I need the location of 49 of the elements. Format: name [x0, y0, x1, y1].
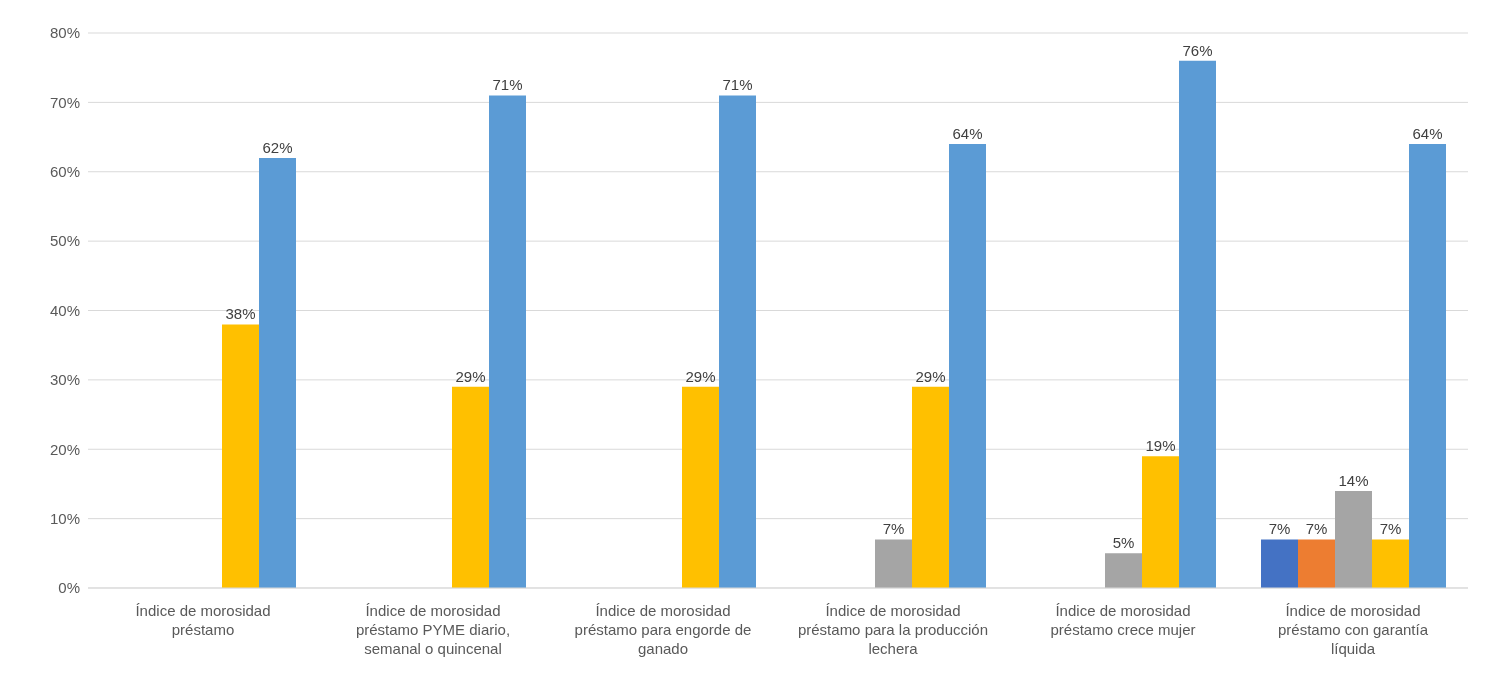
x-tick-label: Índice de morosidad préstamo para engorde de ganado	[574, 602, 752, 657]
data-label: 29%	[915, 367, 946, 385]
y-tick-label: 0%	[58, 579, 80, 597]
bar	[452, 386, 489, 588]
y-tick-label: 70%	[49, 93, 80, 111]
data-label: 64%	[952, 125, 983, 142]
y-tick-label: 80%	[49, 24, 80, 42]
y-tick-label: 20%	[49, 440, 80, 458]
y-tick-label: 60%	[49, 163, 80, 181]
bar	[1142, 456, 1179, 588]
x-tick-label: Índice de morosidad préstamo PYME diario, semanal o quincenal	[355, 602, 511, 657]
data-label: 71%	[722, 76, 753, 94]
data-label: 14%	[1338, 471, 1369, 489]
bar	[1261, 539, 1298, 588]
bar	[1179, 60, 1216, 588]
y-tick-label: 50%	[49, 232, 80, 250]
x-tick-label: Índice de morosidad préstamo crece mujer	[1050, 602, 1196, 638]
data-label: 7%	[1379, 520, 1402, 538]
x-tick-label: Índice de morosidad préstamo	[135, 602, 271, 638]
data-label: 7%	[1268, 520, 1291, 538]
bar	[682, 386, 719, 588]
data-label: 5%	[1112, 534, 1135, 552]
data-label: 38%	[225, 305, 256, 323]
y-tick-label: 10%	[49, 509, 80, 527]
bar	[1335, 490, 1372, 588]
data-label: 29%	[685, 367, 716, 385]
data-label: 62%	[262, 138, 293, 156]
bar	[1105, 553, 1142, 588]
data-label: 29%	[455, 367, 486, 385]
bar	[949, 144, 986, 588]
data-label: 76%	[1182, 41, 1213, 59]
data-label: 64%	[1412, 125, 1443, 142]
bar	[1372, 539, 1409, 588]
bar	[1298, 539, 1335, 588]
data-label: 19%	[1145, 437, 1176, 455]
x-tick-label: Índice de morosidad préstamo con garantía líquida	[1277, 602, 1429, 657]
bar	[259, 157, 296, 588]
data-label: 7%	[882, 520, 905, 538]
bar	[1409, 144, 1446, 588]
data-label: 7%	[1305, 520, 1328, 538]
y-tick-label: 40%	[49, 301, 80, 319]
bar	[719, 95, 756, 588]
bar	[222, 324, 259, 588]
bar	[489, 95, 526, 588]
data-label: 71%	[492, 76, 523, 94]
y-tick-label: 30%	[49, 371, 80, 389]
bar	[912, 386, 949, 588]
bar	[875, 539, 912, 588]
x-tick-label: Índice de morosidad préstamo para la producción lechera	[797, 602, 989, 657]
